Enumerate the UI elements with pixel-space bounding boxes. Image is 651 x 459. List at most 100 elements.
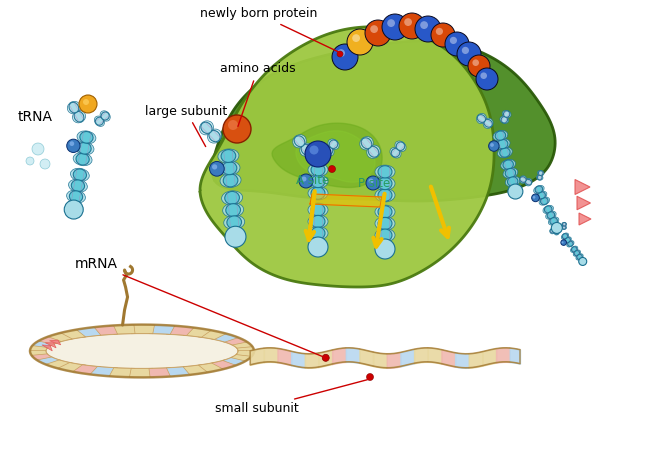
Ellipse shape — [375, 205, 395, 218]
Circle shape — [404, 18, 412, 26]
Ellipse shape — [536, 175, 543, 180]
Ellipse shape — [538, 170, 544, 176]
Ellipse shape — [299, 143, 313, 157]
Ellipse shape — [519, 176, 527, 183]
Circle shape — [365, 20, 391, 46]
Ellipse shape — [227, 216, 242, 229]
Ellipse shape — [209, 130, 220, 142]
Ellipse shape — [562, 226, 566, 229]
Ellipse shape — [77, 131, 96, 144]
Ellipse shape — [72, 180, 85, 191]
Polygon shape — [36, 357, 61, 365]
Ellipse shape — [562, 234, 568, 239]
Polygon shape — [231, 341, 253, 348]
Circle shape — [445, 32, 469, 56]
Ellipse shape — [219, 161, 240, 175]
Polygon shape — [310, 194, 382, 207]
Polygon shape — [236, 351, 254, 356]
Circle shape — [337, 51, 343, 57]
Polygon shape — [183, 327, 212, 337]
Ellipse shape — [378, 206, 392, 218]
Ellipse shape — [360, 137, 373, 150]
Ellipse shape — [67, 101, 80, 114]
Ellipse shape — [477, 115, 486, 123]
Ellipse shape — [311, 175, 325, 188]
Polygon shape — [223, 357, 247, 365]
Ellipse shape — [220, 174, 241, 188]
Circle shape — [561, 240, 566, 246]
Circle shape — [367, 374, 374, 381]
Circle shape — [305, 141, 331, 167]
Circle shape — [64, 200, 83, 219]
Circle shape — [347, 29, 373, 55]
Ellipse shape — [80, 132, 93, 143]
Ellipse shape — [562, 223, 566, 226]
Ellipse shape — [568, 241, 573, 246]
Ellipse shape — [546, 211, 556, 219]
Ellipse shape — [378, 229, 392, 241]
Ellipse shape — [73, 169, 87, 181]
Polygon shape — [30, 325, 254, 377]
Ellipse shape — [562, 226, 566, 230]
Ellipse shape — [550, 229, 555, 233]
Circle shape — [489, 141, 499, 151]
Ellipse shape — [577, 254, 582, 259]
Ellipse shape — [221, 150, 236, 162]
Ellipse shape — [329, 140, 338, 149]
Polygon shape — [109, 325, 135, 334]
Circle shape — [370, 25, 378, 33]
Ellipse shape — [226, 204, 240, 217]
Ellipse shape — [543, 205, 553, 213]
Circle shape — [352, 34, 360, 42]
Polygon shape — [575, 179, 590, 195]
Ellipse shape — [572, 246, 577, 252]
Circle shape — [468, 55, 490, 77]
Circle shape — [399, 13, 425, 39]
Circle shape — [301, 177, 307, 181]
Polygon shape — [31, 341, 53, 348]
Circle shape — [462, 47, 469, 54]
Ellipse shape — [501, 159, 516, 170]
Circle shape — [79, 95, 97, 113]
Circle shape — [308, 237, 328, 257]
Circle shape — [490, 143, 494, 147]
Ellipse shape — [550, 218, 557, 224]
Ellipse shape — [539, 197, 549, 205]
Ellipse shape — [536, 191, 547, 199]
Ellipse shape — [225, 191, 240, 204]
Ellipse shape — [69, 102, 79, 113]
Ellipse shape — [508, 177, 518, 186]
Ellipse shape — [323, 146, 334, 156]
Ellipse shape — [311, 164, 325, 176]
Ellipse shape — [75, 142, 94, 155]
Ellipse shape — [201, 122, 212, 134]
Ellipse shape — [328, 139, 339, 150]
Ellipse shape — [538, 171, 543, 175]
Ellipse shape — [199, 121, 214, 135]
Circle shape — [67, 139, 80, 152]
Circle shape — [415, 16, 441, 42]
Polygon shape — [46, 333, 72, 342]
Polygon shape — [30, 346, 48, 352]
Ellipse shape — [503, 110, 511, 118]
Polygon shape — [577, 196, 590, 210]
Ellipse shape — [221, 191, 243, 205]
Ellipse shape — [72, 111, 85, 123]
Ellipse shape — [223, 203, 243, 217]
Ellipse shape — [308, 186, 328, 200]
Polygon shape — [45, 343, 56, 348]
Polygon shape — [149, 368, 175, 377]
Ellipse shape — [378, 189, 392, 202]
Circle shape — [436, 28, 443, 35]
Ellipse shape — [233, 131, 242, 140]
Polygon shape — [167, 366, 194, 376]
Ellipse shape — [311, 187, 325, 199]
Ellipse shape — [378, 177, 392, 190]
Polygon shape — [49, 340, 61, 345]
Ellipse shape — [311, 227, 325, 239]
Ellipse shape — [574, 250, 581, 256]
Ellipse shape — [308, 226, 328, 240]
Ellipse shape — [324, 146, 333, 155]
Ellipse shape — [70, 168, 89, 181]
Ellipse shape — [525, 179, 532, 185]
